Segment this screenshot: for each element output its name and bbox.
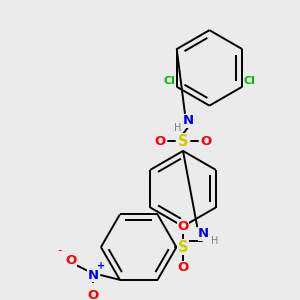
Text: H: H bbox=[174, 123, 181, 133]
Text: O: O bbox=[88, 290, 99, 300]
Text: N: N bbox=[88, 268, 99, 282]
Text: O: O bbox=[177, 261, 189, 274]
Text: H: H bbox=[212, 236, 219, 247]
Text: N: N bbox=[183, 114, 194, 127]
Text: O: O bbox=[200, 135, 211, 148]
Text: -: - bbox=[57, 244, 62, 257]
Text: Cl: Cl bbox=[163, 76, 175, 86]
Text: S: S bbox=[178, 240, 188, 255]
Text: Cl: Cl bbox=[244, 76, 256, 86]
Text: S: S bbox=[178, 134, 188, 149]
Text: O: O bbox=[155, 135, 166, 148]
Text: +: + bbox=[97, 261, 105, 271]
Text: O: O bbox=[177, 220, 189, 233]
Text: N: N bbox=[198, 227, 209, 240]
Text: O: O bbox=[65, 254, 76, 266]
